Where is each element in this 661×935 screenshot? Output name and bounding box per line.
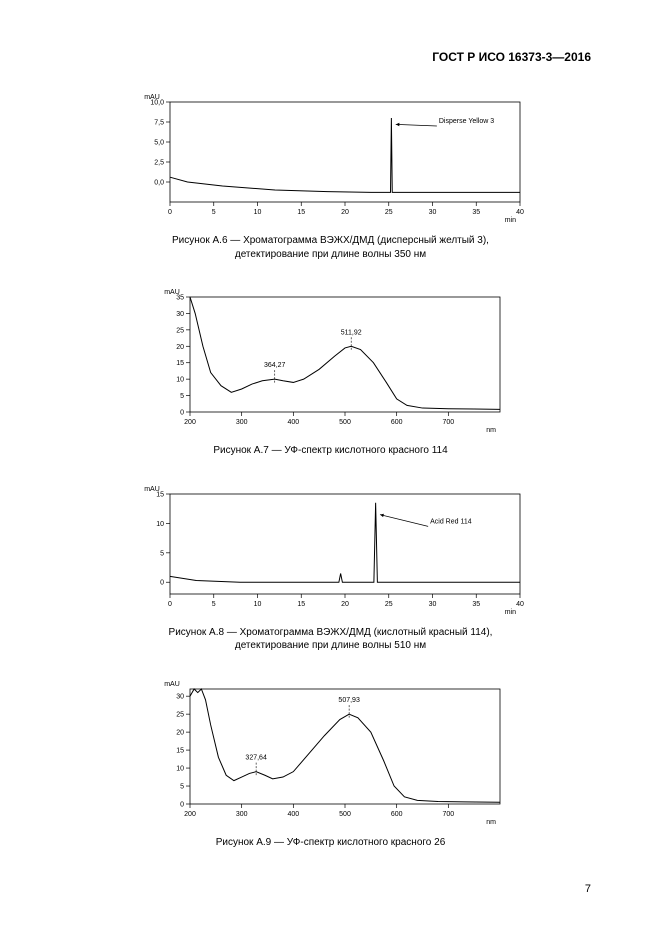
svg-text:0: 0 <box>160 579 164 586</box>
svg-text:700: 700 <box>442 811 454 818</box>
svg-text:300: 300 <box>235 419 247 426</box>
svg-text:10: 10 <box>176 377 184 384</box>
svg-text:40: 40 <box>516 209 524 216</box>
svg-text:600: 600 <box>390 419 402 426</box>
svg-text:30: 30 <box>176 693 184 700</box>
svg-text:mAU: mAU <box>144 486 160 493</box>
svg-text:600: 600 <box>390 811 402 818</box>
svg-text:300: 300 <box>235 811 247 818</box>
svg-text:30: 30 <box>428 601 436 608</box>
figure-a8: 0510150510152025303540mAUminAcid Red 114 <box>70 480 591 616</box>
page-header: ГОСТ Р ИСО 16373-3—2016 <box>70 50 591 64</box>
svg-text:35: 35 <box>472 209 480 216</box>
svg-text:15: 15 <box>176 747 184 754</box>
svg-text:364,27: 364,27 <box>264 362 286 369</box>
svg-text:30: 30 <box>176 311 184 318</box>
svg-text:327,64: 327,64 <box>245 754 267 761</box>
svg-text:7,5: 7,5 <box>154 120 164 127</box>
svg-text:700: 700 <box>442 419 454 426</box>
caption-a9-text: Рисунок А.9 — УФ-спектр кислотного красн… <box>216 837 446 848</box>
svg-text:15: 15 <box>297 601 305 608</box>
chart-a6: 0,02,55,07,510,00510152025303540mAUminDi… <box>132 88 530 224</box>
svg-text:20: 20 <box>176 344 184 351</box>
svg-text:0,0: 0,0 <box>154 180 164 187</box>
svg-text:5: 5 <box>211 209 215 216</box>
caption-a7-text: Рисунок А.7 — УФ-спектр кислотного красн… <box>213 445 447 456</box>
svg-text:25: 25 <box>384 209 392 216</box>
svg-text:Disperse Yellow 3: Disperse Yellow 3 <box>438 118 493 125</box>
svg-text:30: 30 <box>428 209 436 216</box>
caption-a9: Рисунок А.9 — УФ-спектр кислотного красн… <box>70 836 591 850</box>
figure-a6: 0,02,55,07,510,00510152025303540mAUminDi… <box>70 88 591 224</box>
svg-text:400: 400 <box>287 419 299 426</box>
svg-text:15: 15 <box>297 209 305 216</box>
svg-text:200: 200 <box>184 811 196 818</box>
svg-text:500: 500 <box>339 419 351 426</box>
svg-text:5,0: 5,0 <box>154 140 164 147</box>
svg-text:20: 20 <box>341 601 349 608</box>
svg-text:25: 25 <box>384 601 392 608</box>
svg-text:15: 15 <box>176 360 184 367</box>
svg-text:5: 5 <box>211 601 215 608</box>
svg-text:mAU: mAU <box>164 289 180 296</box>
svg-text:511,92: 511,92 <box>340 329 361 336</box>
svg-text:0: 0 <box>168 209 172 216</box>
svg-text:5: 5 <box>160 550 164 557</box>
caption-a8: Рисунок А.8 — Хроматограмма ВЭЖХ/ДМД (ки… <box>70 626 591 653</box>
svg-text:0: 0 <box>168 601 172 608</box>
svg-text:25: 25 <box>176 711 184 718</box>
caption-a6: Рисунок А.6 — Хроматограмма ВЭЖХ/ДМД (ди… <box>70 234 591 261</box>
chart-a8: 0510150510152025303540mAUminAcid Red 114 <box>132 480 530 616</box>
svg-text:min: min <box>504 609 515 616</box>
svg-text:5: 5 <box>180 393 184 400</box>
svg-text:min: min <box>504 217 515 224</box>
svg-text:nm: nm <box>486 427 496 434</box>
svg-text:Acid Red 114: Acid Red 114 <box>430 518 472 525</box>
caption-a8-line2: детектирование при длине волны 510 нм <box>235 640 426 651</box>
svg-text:10: 10 <box>156 520 164 527</box>
svg-text:500: 500 <box>339 811 351 818</box>
svg-text:mAU: mAU <box>144 94 160 101</box>
figure-a9: 0 5 10 15 20 25 30 200 300 400 500 600 700 mAU nm 327,6… <box>70 675 591 826</box>
svg-text:10: 10 <box>253 209 261 216</box>
svg-text:20: 20 <box>176 729 184 736</box>
svg-text:mAU: mAU <box>164 681 180 688</box>
figure-a7: 05101520253035200300400500600700mAUnm364… <box>70 283 591 434</box>
svg-text:200: 200 <box>184 419 196 426</box>
svg-text:25: 25 <box>176 327 184 334</box>
svg-text:507,93: 507,93 <box>338 697 360 704</box>
page-number: 7 <box>585 883 591 895</box>
svg-text:20: 20 <box>341 209 349 216</box>
svg-text:nm: nm <box>486 819 496 826</box>
svg-text:35: 35 <box>472 601 480 608</box>
svg-text:10: 10 <box>253 601 261 608</box>
svg-text:0: 0 <box>180 410 184 417</box>
chart-a9: 0 5 10 15 20 25 30 200 300 400 500 600 700 mAU nm 327,6… <box>152 675 510 826</box>
document-page: ГОСТ Р ИСО 16373-3—2016 0,02,55,07,510,0… <box>0 0 661 935</box>
svg-text:0: 0 <box>180 801 184 808</box>
caption-a7: Рисунок А.7 — УФ-спектр кислотного красн… <box>70 444 591 458</box>
caption-a6-line2: детектирование при длине волны 350 нм <box>235 249 426 260</box>
caption-a6-line1: Рисунок А.6 — Хроматограмма ВЭЖХ/ДМД (ди… <box>172 235 489 246</box>
svg-text:400: 400 <box>287 811 299 818</box>
svg-text:10: 10 <box>176 765 184 772</box>
caption-a8-line1: Рисунок А.8 — Хроматограмма ВЭЖХ/ДМД (ки… <box>169 627 493 638</box>
svg-text:40: 40 <box>516 601 524 608</box>
svg-text:5: 5 <box>180 783 184 790</box>
svg-text:2,5: 2,5 <box>154 160 164 167</box>
chart-a7: 05101520253035200300400500600700mAUnm364… <box>152 283 510 434</box>
